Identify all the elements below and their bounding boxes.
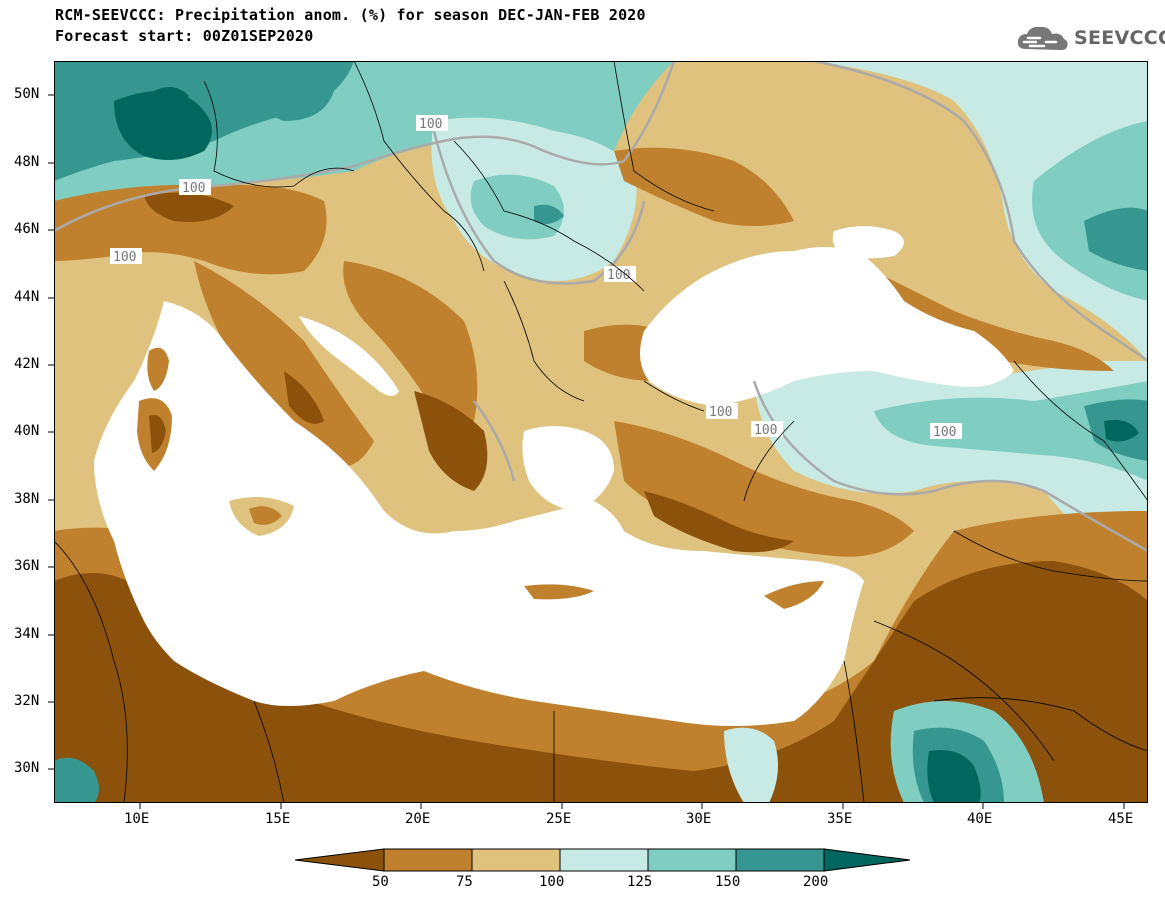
lon-label-15e: 15E <box>265 811 291 827</box>
very-wet-region-czech <box>254 77 334 121</box>
very-dry-region-italy <box>284 371 324 424</box>
contour-label-100: 100 <box>709 405 732 420</box>
very-wet-region-carpathian <box>534 204 564 225</box>
wet-region-caucasus <box>874 381 1148 481</box>
forecast-start-subtitle: Forecast start: 00Z01SEP2020 <box>55 27 314 45</box>
precipitation-anomaly-map: 100 100 100 100 100 100 100 <box>54 61 1148 803</box>
contour-label-100: 100 <box>419 117 442 132</box>
colorbar-tick-75: 75 <box>456 874 473 890</box>
very-dry-region-south <box>54 561 1148 803</box>
cyprus-island <box>764 581 824 609</box>
slightly-wet-region-northeast <box>814 61 1148 361</box>
colorbar-segment-100-125 <box>559 848 649 872</box>
corsica-island <box>147 347 169 391</box>
colorbar-tick-150: 150 <box>715 874 741 890</box>
colorbar-tick-50: 50 <box>372 874 389 890</box>
wettest-region-germany <box>114 91 212 160</box>
colorbar-segment-lt50 <box>294 848 385 872</box>
lon-label-30e: 30E <box>686 811 712 827</box>
lat-label-40n: 40N <box>14 423 40 439</box>
colorbar <box>294 848 911 872</box>
lat-label-36n: 36N <box>14 558 40 574</box>
chart-title: RCM-SEEVCCC: Precipitation anom. (%) for… <box>55 6 646 24</box>
colorbar-tick-100: 100 <box>539 874 565 890</box>
lon-label-20e: 20E <box>405 811 431 827</box>
colorbar-segment-50-75 <box>383 848 473 872</box>
contour-label-100: 100 <box>933 425 956 440</box>
sicily-dry-core <box>249 506 282 525</box>
mediterranean-sea <box>94 301 864 726</box>
dry-region-anatolia <box>614 421 914 557</box>
very-dry-region-anatolia <box>644 491 794 553</box>
dry-region-dinaric <box>343 261 478 429</box>
lon-label-35e: 35E <box>827 811 853 827</box>
very-dry-region-alps <box>144 192 234 222</box>
dry-region-italy <box>194 261 374 468</box>
contour-label-100: 100 <box>113 250 136 265</box>
lat-label-30n: 30N <box>14 760 40 776</box>
very-wet-region-southwest <box>54 757 99 803</box>
country-borders <box>54 61 1148 803</box>
colorbar-tick-125: 125 <box>627 874 653 890</box>
lon-label-45e: 45E <box>1108 811 1134 827</box>
slightly-wet-region-sinai <box>724 727 778 803</box>
logo-text: SEEVCCC <box>1074 27 1165 49</box>
adriatic-sea <box>299 316 399 396</box>
wettest-region-arabia <box>927 750 981 803</box>
contour-labels: 100 100 100 100 100 100 100 <box>110 115 962 440</box>
lat-label-42n: 42N <box>14 356 40 372</box>
colorbar-segment-150-200 <box>735 848 825 872</box>
colorbar-segment-75-100 <box>471 848 561 872</box>
map-canvas: 100 100 100 100 100 100 100 <box>54 61 1148 803</box>
lat-label-46n: 46N <box>14 221 40 237</box>
very-dry-region-greece <box>414 391 488 491</box>
lon-label-40e: 40E <box>967 811 993 827</box>
very-wet-region-northeast <box>1084 207 1148 271</box>
dry-region-ukraine <box>614 147 794 226</box>
contour-label-100: 100 <box>607 268 630 283</box>
contour-label-100: 100 <box>754 423 777 438</box>
contour-label-100: 100 <box>182 181 205 196</box>
map-border <box>54 61 1148 803</box>
colorbar-segment-125-150 <box>647 848 737 872</box>
lat-label-34n: 34N <box>14 626 40 642</box>
sardinia-dry-core <box>149 415 166 453</box>
crete-island <box>524 584 594 600</box>
lat-label-48n: 48N <box>14 154 40 170</box>
sea-of-azov <box>832 226 904 259</box>
seevccc-logo: SEEVCCC <box>1016 20 1165 56</box>
colorbar-segment-gt200 <box>823 848 911 872</box>
lat-label-50n: 50N <box>14 86 40 102</box>
lat-label-44n: 44N <box>14 289 40 305</box>
aegean-sea <box>522 426 614 511</box>
colorbar-tick-200: 200 <box>803 874 829 890</box>
lon-label-10e: 10E <box>124 811 150 827</box>
lon-label-25e: 25E <box>546 811 572 827</box>
cloud-icon <box>1017 26 1068 50</box>
lat-label-32n: 32N <box>14 693 40 709</box>
lat-label-38n: 38N <box>14 491 40 507</box>
wettest-region-caucasus <box>1104 419 1139 442</box>
wettest-region-germany-north <box>154 87 189 104</box>
black-sea <box>640 247 1014 406</box>
